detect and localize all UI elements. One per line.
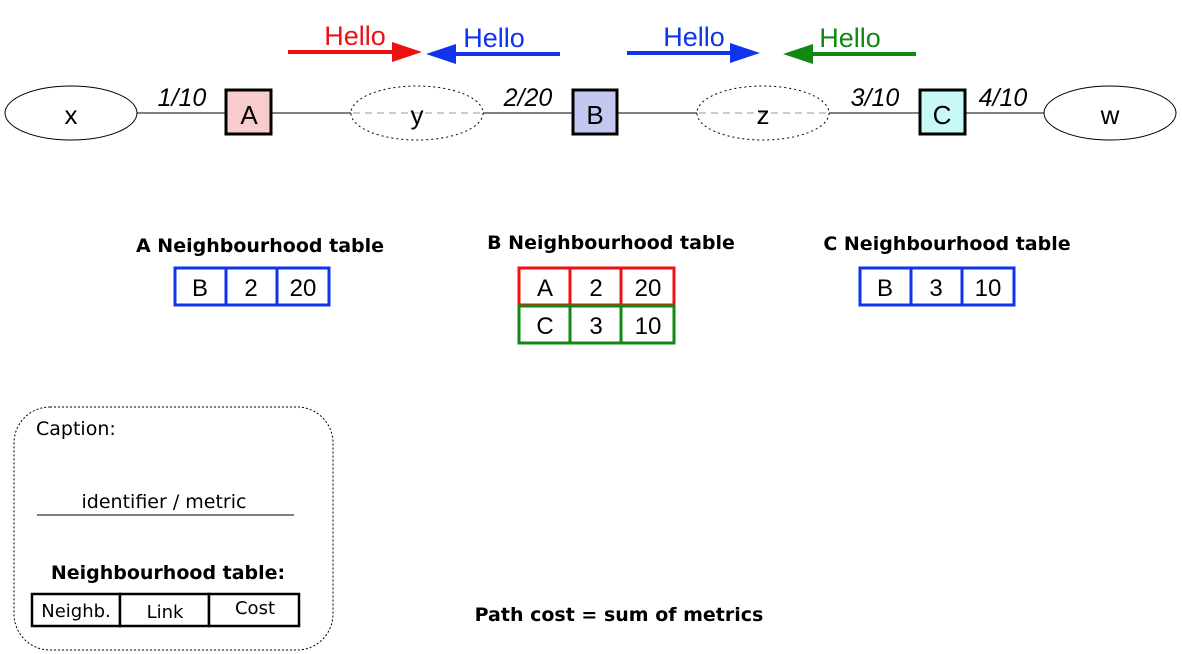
link-label-2: 2/20 bbox=[503, 84, 553, 112]
hello-arrow-b-to-a: Hello bbox=[426, 23, 560, 64]
caption-table: Neighb. Link Cost bbox=[30, 592, 301, 628]
table-cell: 20 bbox=[635, 275, 662, 302]
table-cell: 2 bbox=[244, 275, 257, 302]
table-row: B 2 20 bbox=[173, 266, 331, 307]
caption-box: Caption: identifier / metric Neighbourho… bbox=[13, 406, 334, 651]
table-cell: 3 bbox=[929, 275, 942, 302]
hello-arrow-head bbox=[426, 44, 456, 64]
hello-label: Hello bbox=[819, 23, 881, 53]
table-cell: B bbox=[192, 275, 208, 302]
hello-arrow-head bbox=[392, 42, 422, 62]
hello-arrow-c-to-b: Hello bbox=[783, 23, 916, 64]
router-c-label: C bbox=[933, 100, 952, 130]
network-x: x bbox=[4, 85, 138, 141]
network-z: z bbox=[696, 85, 830, 141]
table-a: B 2 20 bbox=[173, 266, 331, 307]
router-b-label: B bbox=[586, 100, 603, 130]
table-cell: A bbox=[537, 275, 553, 302]
caption-col-neighb: Neighb. bbox=[41, 601, 111, 622]
caption-col-cost: Cost bbox=[235, 598, 275, 619]
caption-col-link: Link bbox=[147, 602, 184, 623]
network-y-label: y bbox=[411, 100, 424, 130]
network-w: w bbox=[1043, 85, 1177, 141]
network-x-label: x bbox=[65, 100, 78, 130]
hello-label: Hello bbox=[663, 22, 725, 52]
router-b: B bbox=[571, 88, 619, 136]
path-cost-note: Path cost = sum of metrics bbox=[475, 604, 764, 626]
link-label-3: 3/10 bbox=[851, 84, 900, 112]
network-y: y bbox=[350, 85, 484, 141]
hello-label: Hello bbox=[324, 21, 386, 51]
network-w-label: w bbox=[1100, 100, 1120, 130]
hello-arrow-head bbox=[783, 44, 813, 64]
link-label-4: 4/10 bbox=[979, 84, 1028, 112]
network-z-label: z bbox=[757, 100, 770, 130]
hello-arrow-a-to-b: Hello bbox=[288, 21, 422, 62]
table-cell: 10 bbox=[635, 313, 662, 340]
table-row: B 3 10 bbox=[858, 266, 1016, 307]
table-b: A 2 20 C 3 10 bbox=[517, 266, 676, 345]
table-a-title: A Neighbourhood table bbox=[136, 235, 384, 257]
hello-arrow-head bbox=[730, 43, 760, 63]
table-row: A 2 20 bbox=[517, 266, 676, 307]
table-cell: 3 bbox=[589, 313, 602, 340]
table-b-title: B Neighbourhood table bbox=[487, 232, 735, 254]
hello-arrow-b-to-c: Hello bbox=[627, 22, 760, 63]
link-label-1: 1/10 bbox=[158, 84, 207, 112]
table-c-title: C Neighbourhood table bbox=[823, 233, 1070, 255]
router-a-label: A bbox=[240, 100, 258, 130]
table-row: C 3 10 bbox=[517, 304, 676, 345]
caption-link-example: identifier / metric bbox=[82, 491, 247, 513]
router-a: A bbox=[224, 88, 273, 136]
table-cell: C bbox=[536, 313, 553, 340]
table-c: B 3 10 bbox=[858, 266, 1016, 307]
table-cell: 2 bbox=[589, 275, 602, 302]
hello-label: Hello bbox=[463, 23, 525, 53]
caption-title: Caption: bbox=[36, 418, 116, 440]
caption-table-title: Neighbourhood table: bbox=[51, 562, 285, 584]
table-cell: 10 bbox=[975, 275, 1002, 302]
table-cell: 20 bbox=[290, 275, 317, 302]
table-cell: B bbox=[877, 275, 893, 302]
router-c: C bbox=[918, 88, 967, 136]
